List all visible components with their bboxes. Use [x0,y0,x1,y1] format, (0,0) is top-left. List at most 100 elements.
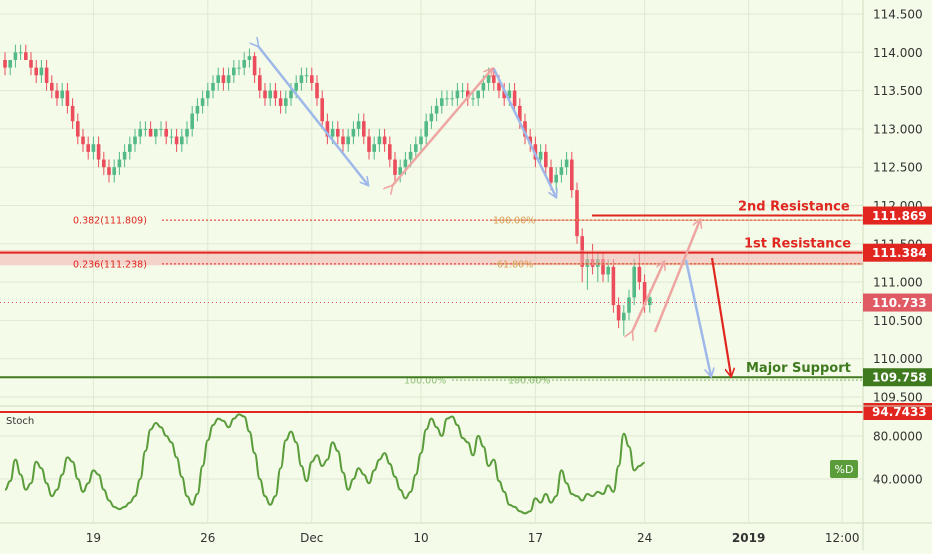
trend-arrow [392,69,492,186]
candle [86,144,90,152]
candle [476,90,480,99]
candle [440,98,444,106]
candle [232,67,236,76]
candle [154,128,158,137]
candle [284,98,288,106]
price-tick-label: 109.500 [873,391,923,405]
time-tick-label: Dec [300,531,323,545]
candle [445,98,449,100]
candle [102,159,106,168]
time-tick-label: 2019 [732,531,765,545]
candle [3,59,7,68]
candle [55,90,59,99]
trend-arrow [492,68,556,197]
time-tick-label: 12:00 [825,531,860,545]
stoch-level-tag: 94.7433 [872,405,927,419]
candle [60,90,64,99]
stoch-d-line [4,413,645,515]
candle [507,90,512,99]
last-price-tag: 110.733 [872,296,927,310]
price-tick-label: 111.000 [873,276,923,290]
fib-level-label: 61.80% [497,259,533,270]
candle [616,305,621,321]
candle [81,136,85,145]
candle [39,67,44,76]
trend-arrow [258,46,368,185]
stoch-title: Stoch [6,416,34,427]
candle [362,121,366,137]
candle [622,312,626,321]
time-tick-label: 24 [637,531,652,545]
candle [429,113,434,122]
candle [221,75,226,83]
candle [65,90,70,106]
candle [211,82,215,91]
candle [377,136,382,145]
candle [185,128,189,137]
fib-level-label: 100.00% [404,376,446,387]
time-tick-label: 10 [413,531,428,545]
candle [637,266,642,283]
price-tick-label: 113.000 [873,122,923,136]
candle [273,90,278,99]
candle [133,136,137,145]
candle [44,67,49,83]
candle [367,136,371,152]
level-price-tag: 109.758 [872,371,927,385]
level-price-tag-bg [863,206,932,225]
candle [122,151,127,160]
candle [206,90,210,99]
stochastic-panel: Stoch 80.0000 40.0000 94.7433 %D [0,403,932,515]
candle [138,128,142,137]
candle [242,59,246,68]
candle [512,90,517,106]
trend-arrow [632,262,664,332]
candle [424,121,428,137]
candle [330,128,335,137]
candle [497,82,501,91]
candle [356,121,361,129]
annotations: 0.382(111.809) 0.236(111.238) 100.00% 61.80… [0,46,863,387]
candle [169,136,174,138]
candle [388,144,392,160]
level-price-tag: 111.869 [872,209,927,223]
candle [164,128,168,137]
candle [611,266,616,306]
candle [336,128,340,137]
candle [190,113,194,129]
price-tick-label: 113.500 [873,84,923,98]
candle [289,90,293,99]
candle [528,136,532,145]
candle [180,136,184,145]
candle [226,75,231,83]
candle [570,159,574,191]
candle [492,75,496,83]
candle [174,136,179,145]
candle [559,167,564,175]
candle [408,151,413,160]
candle [460,90,465,92]
candle [471,98,475,100]
candle [29,59,33,68]
level-name: 1st Resistance [744,237,851,252]
candle [544,151,548,168]
stoch-legend: %D [835,463,854,476]
candle [24,52,28,60]
stoch-level-tag-bg [863,403,932,420]
level-price-tag-bg [863,368,932,387]
trend-arrow [710,257,731,376]
candle [549,167,553,183]
candle [455,90,460,99]
candle [128,144,132,152]
candle [351,128,356,137]
candle [263,90,267,99]
candle [346,136,350,145]
candle [538,151,543,160]
candle [414,144,418,152]
price-tick-label: 110.000 [873,352,923,366]
trend-arrow [653,220,700,333]
candle [8,59,12,68]
